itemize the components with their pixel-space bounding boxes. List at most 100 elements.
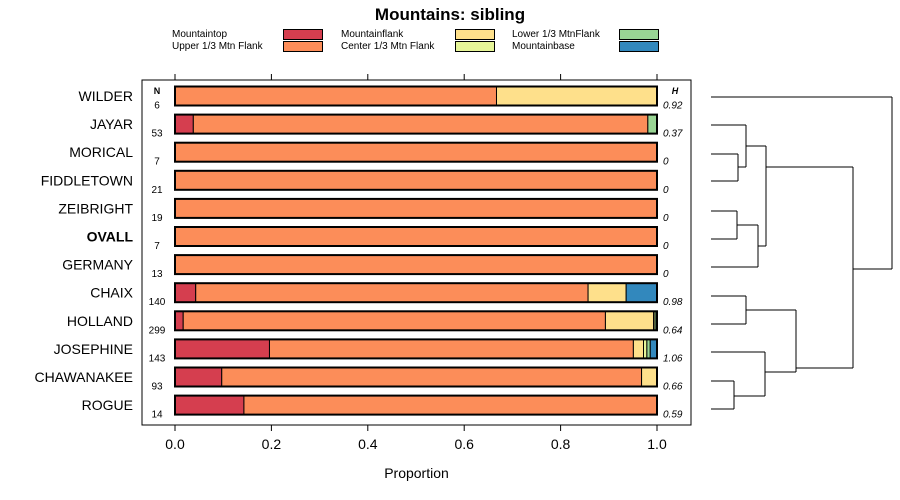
bar-segment [643, 338, 648, 359]
category-label: ZEIBRIGHT [58, 200, 133, 216]
legend-swatch [283, 41, 323, 52]
h-value: 0 [663, 269, 669, 280]
category-label: HOLLAND [67, 313, 133, 329]
bar-segment [604, 310, 655, 331]
bar-outline [174, 141, 658, 163]
bar-segment [174, 86, 497, 106]
h-value: 0.98 [663, 297, 683, 308]
h-value: 0.92 [663, 101, 683, 112]
n-value: 14 [151, 410, 163, 421]
category-label: JOSEPHINE [54, 341, 133, 357]
n-value: 6 [154, 101, 160, 112]
category-label: CHAWANAKEE [34, 369, 133, 385]
bar-segment [182, 310, 606, 331]
legend-label: Lower 1/3 MtnFlank [512, 29, 600, 40]
bar-segment [243, 395, 658, 416]
n-value: 140 [149, 297, 166, 308]
x-tick-label: 0.0 [165, 436, 185, 452]
n-value: 93 [151, 382, 163, 393]
n-value: 143 [149, 353, 166, 364]
h-value: 1.06 [663, 353, 683, 364]
bar-segment [195, 282, 589, 303]
bar-segment [268, 338, 634, 359]
bar-outline [174, 310, 658, 332]
bar-segment [649, 338, 658, 359]
x-tick-label: 1.0 [647, 436, 667, 452]
bar-segment [174, 310, 184, 331]
legend-label: Upper 1/3 Mtn Flank [172, 41, 263, 52]
legend-label: Mountainbase [512, 41, 575, 52]
legend-swatch [455, 29, 495, 40]
bar-segment [221, 367, 643, 387]
bar-outline [174, 366, 658, 388]
bar-segment [174, 226, 658, 247]
h-value: 0 [663, 157, 669, 168]
n-value: 7 [154, 241, 160, 252]
legend-swatch [619, 29, 659, 40]
h-value: 0 [663, 185, 669, 196]
n-value: 7 [154, 157, 160, 168]
h-value: 0.37 [663, 129, 683, 140]
bar-outline [174, 85, 658, 107]
legend-swatch [619, 41, 659, 52]
x-tick-label: 0.6 [454, 436, 474, 452]
bar-segment [174, 142, 658, 163]
category-label: ROGUE [82, 397, 133, 413]
bar-outline [174, 197, 658, 219]
legend-label: Mountainflank [341, 29, 404, 40]
bar-segment [174, 254, 658, 275]
x-axis-label: Proportion [384, 465, 449, 481]
bar-segment [625, 282, 658, 303]
legend-label: Mountaintop [172, 29, 228, 40]
bar-segment [641, 367, 658, 387]
bar-segment [495, 86, 658, 106]
bar-outline [174, 394, 658, 416]
bar-segment [174, 114, 194, 135]
h-value: 0.66 [663, 382, 683, 393]
category-label: GERMANY [62, 257, 133, 273]
n-value: 21 [151, 185, 163, 196]
h-value: 0.59 [663, 410, 683, 421]
category-label: JAYAR [90, 116, 133, 132]
chart-title: Mountains: sibling [374, 5, 526, 24]
category-label: OVALL [87, 229, 134, 245]
legend-label: Center 1/3 Mtn Flank [341, 41, 435, 52]
bar-outline [174, 338, 658, 360]
h-value: 0 [663, 213, 669, 224]
bar-segment [174, 198, 658, 219]
legend-swatch [283, 29, 323, 40]
bar-outline [174, 169, 658, 191]
x-tick-label: 0.4 [358, 436, 378, 452]
category-label: CHAIX [90, 285, 133, 301]
h-value: 0.64 [663, 325, 683, 336]
category-label: FIDDLETOWN [41, 172, 133, 188]
n-value: 299 [149, 325, 166, 336]
bar-segment [587, 282, 627, 303]
bar-segment [647, 114, 658, 135]
bar-segment [174, 338, 270, 359]
category-label: WILDER [79, 88, 133, 104]
n-value: 13 [151, 269, 163, 280]
plot-frame [141, 79, 692, 426]
x-tick-label: 0.8 [551, 436, 571, 452]
n-column-header: N [154, 86, 161, 96]
bar-segment [632, 338, 645, 359]
x-tick-label: 0.2 [262, 436, 282, 452]
n-value: 19 [151, 213, 163, 224]
bar-outline [174, 226, 658, 247]
n-value: 53 [151, 129, 163, 140]
bar-segment [174, 170, 658, 191]
bar-outline [174, 113, 658, 135]
bar-segment [174, 282, 197, 303]
bar-segment [646, 338, 651, 359]
bar-segment [174, 367, 223, 387]
h-value: 0 [663, 241, 669, 252]
h-column-header: H [672, 86, 679, 96]
legend-swatch [455, 41, 495, 52]
bar-segment [192, 114, 649, 135]
bar-outline [174, 254, 658, 276]
bar-outline [174, 282, 658, 304]
category-label: MORICAL [69, 144, 133, 160]
bar-segment [174, 395, 245, 416]
